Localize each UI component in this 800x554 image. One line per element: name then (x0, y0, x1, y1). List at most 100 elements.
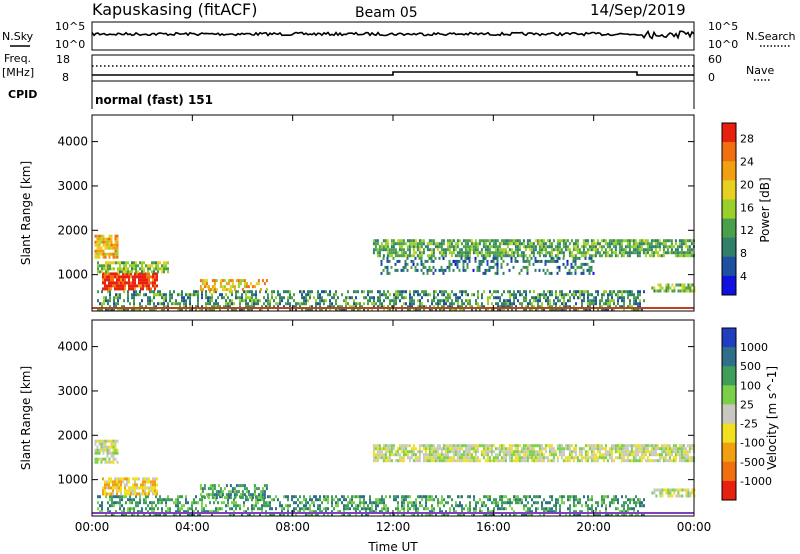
power-cell (447, 299, 449, 303)
power-cell (157, 302, 159, 306)
velocity-cell (630, 459, 633, 463)
power-cell (624, 251, 627, 255)
velocity-cell (443, 504, 445, 508)
power-cell (422, 262, 425, 266)
power-baseline-cell (490, 307, 492, 309)
velocity-baseline-cell (358, 512, 360, 514)
power-cell (439, 302, 441, 306)
power-cell (141, 299, 143, 303)
velocity-cell (605, 495, 607, 499)
velocity-cell (231, 487, 234, 491)
power-cell (478, 259, 481, 263)
velocity-cell (493, 513, 495, 517)
velocity-cell (116, 480, 118, 484)
velocity-cell (138, 477, 140, 481)
velocity-cell (568, 447, 571, 451)
power-cell (492, 239, 495, 243)
power-cell (587, 299, 589, 303)
velocity-cell (558, 450, 561, 454)
power-baseline-cell (448, 307, 450, 309)
power-cell (454, 262, 457, 266)
velocity-cell (386, 444, 389, 448)
velocity-cell (384, 456, 387, 460)
velocity-baseline-cell (144, 512, 146, 514)
velocity-cell (537, 501, 539, 505)
power-baseline-cell (186, 307, 188, 309)
velocity-cell (546, 456, 549, 460)
power-cell (257, 279, 260, 283)
velocity-cell (287, 513, 289, 517)
power-cell (150, 275, 152, 279)
velocity-cell (439, 507, 441, 511)
cpid-value: normal (fast) 151 (95, 93, 213, 107)
power-cell (536, 239, 539, 243)
velocity-cell (608, 456, 611, 460)
freq-label: Freq. (4, 52, 31, 65)
velocity-cell (640, 456, 643, 460)
velocity-cell (668, 444, 671, 448)
velocity-baseline-cell (256, 512, 258, 514)
power-cell (428, 254, 431, 258)
velocity-cell (659, 488, 662, 492)
power-cell (378, 245, 381, 249)
power-cell (662, 245, 665, 249)
power-cell (559, 293, 561, 297)
power-cell (646, 248, 649, 252)
power-cell (522, 254, 525, 258)
velocity-cell (498, 459, 501, 463)
velocity-cell (102, 457, 105, 461)
velocity-cell (522, 453, 525, 457)
power-cell (558, 265, 561, 269)
power-cell (687, 283, 690, 287)
velocity-cell (466, 459, 469, 463)
power-cell (97, 270, 99, 274)
power-cell (433, 296, 435, 300)
power-cell (587, 305, 589, 309)
power-cell (241, 296, 243, 300)
power-cell (107, 267, 109, 271)
power-cell (253, 293, 255, 297)
velocity-cell (406, 453, 409, 457)
velocity-cell (261, 493, 264, 497)
power-cell (665, 283, 668, 287)
power-cell (648, 242, 651, 246)
velocity-cell (503, 507, 505, 511)
power-cell (565, 305, 567, 309)
power-cell (420, 262, 423, 266)
power-baseline-cell (294, 307, 296, 309)
power-cell (502, 251, 505, 255)
velocity-cell (382, 453, 385, 457)
velocity-cell (550, 459, 553, 463)
power-cell (664, 239, 667, 243)
power-cell (183, 299, 185, 303)
power-baseline-cell (528, 307, 530, 309)
velocity-cell (375, 504, 377, 508)
power-cell (395, 302, 397, 306)
velocity-cell (682, 456, 685, 460)
velocity-cell (269, 513, 271, 517)
power-cell (589, 293, 591, 297)
power-cell (102, 275, 104, 279)
power-colorbar-tick: 24 (740, 155, 754, 168)
velocity-cell (165, 498, 167, 502)
velocity-cell (303, 510, 305, 514)
power-cell (527, 305, 529, 309)
velocity-cell (134, 492, 136, 496)
velocity-cell (582, 456, 585, 460)
power-cell (440, 245, 443, 249)
velocity-cell (451, 504, 453, 508)
power-baseline-cell (578, 307, 580, 309)
velocity-cell (541, 501, 543, 505)
power-cell (511, 302, 513, 306)
power-baseline-cell (420, 307, 422, 309)
power-cell (677, 289, 680, 293)
power-cell (128, 281, 130, 285)
power-cell (564, 242, 567, 246)
velocity-cell (131, 498, 133, 502)
power-cell (257, 302, 259, 306)
power-cell (517, 299, 519, 303)
velocity-cell (384, 447, 387, 451)
velocity-cell (414, 456, 417, 460)
velocity-cell (521, 501, 523, 505)
power-cell (329, 290, 331, 294)
